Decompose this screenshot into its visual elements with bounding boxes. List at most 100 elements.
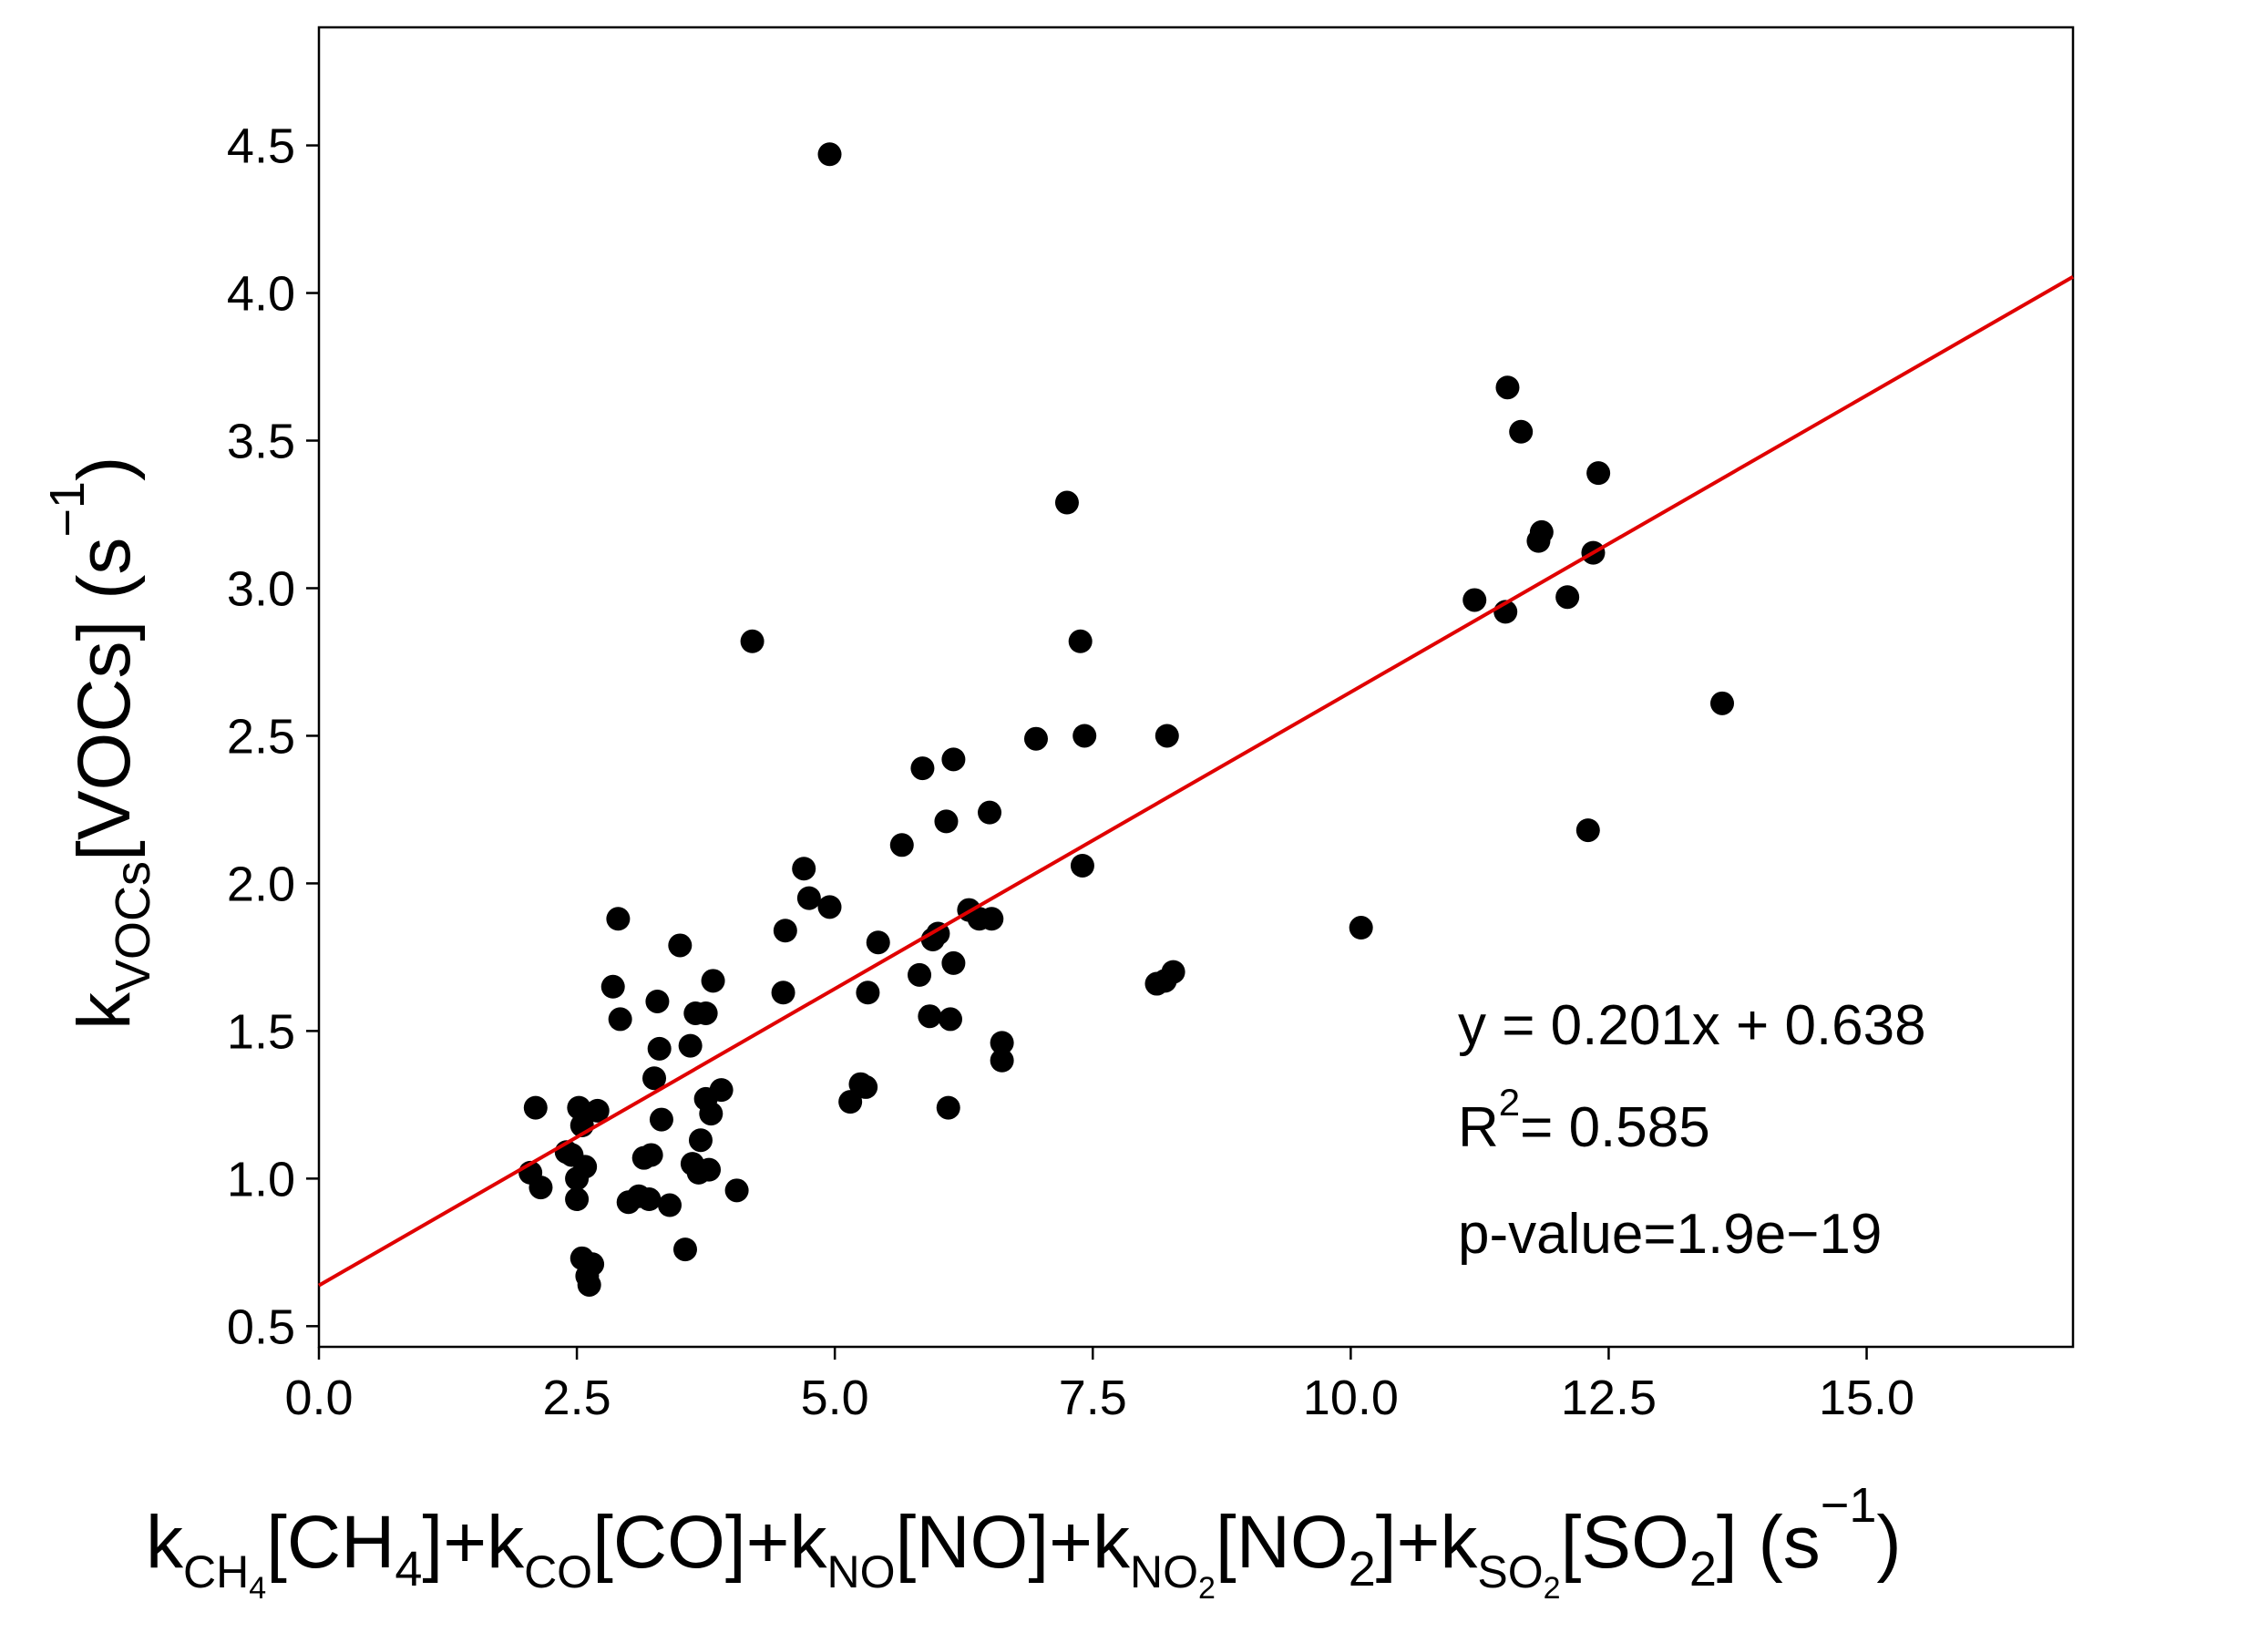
xlabel-no-bracket: [NO]+k: [896, 1501, 1131, 1584]
xlabel-ch4-open: [CH: [266, 1501, 395, 1584]
data-point: [740, 629, 765, 653]
y-tick-label: 3.0: [227, 561, 295, 616]
data-point: [990, 1048, 1014, 1073]
data-point: [639, 1143, 663, 1167]
data-point: [838, 1090, 863, 1114]
xlabel-co-bracket: [CO]+k: [592, 1501, 827, 1584]
data-point: [709, 1078, 734, 1103]
data-point: [637, 1187, 662, 1212]
data-point: [1586, 461, 1611, 486]
ylabel-k: k: [63, 991, 146, 1030]
xlabel-k1: k: [146, 1501, 184, 1584]
y-tick-label: 4.5: [227, 119, 295, 174]
ylabel-sub: VOCs: [106, 861, 160, 992]
x-tick-label: 10.0: [1303, 1371, 1399, 1425]
x-tick-label: 0.0: [284, 1371, 353, 1425]
data-point: [565, 1187, 590, 1212]
data-point: [1529, 519, 1554, 544]
xlabel-unit: ] (s: [1717, 1501, 1821, 1584]
r-squared-prefix: R: [1458, 1096, 1499, 1159]
y-tick-label: 1.5: [227, 1004, 295, 1059]
data-point: [529, 1176, 553, 1200]
data-point: [1462, 588, 1487, 612]
data-point: [724, 1178, 749, 1203]
data-point: [577, 1272, 601, 1297]
data-point: [1555, 585, 1580, 610]
data-point: [567, 1095, 591, 1120]
xlabel-unit-superscript: −1: [1821, 1478, 1877, 1533]
data-point: [1575, 818, 1600, 843]
data-point: [854, 1074, 878, 1099]
data-point: [600, 974, 625, 999]
data-point: [1054, 490, 1079, 515]
data-point: [910, 756, 935, 781]
regression-line: [318, 274, 2074, 1288]
y-tick-label: 3.5: [227, 415, 295, 469]
y-tick-label: 0.5: [227, 1299, 295, 1354]
x-axis-label: kCH4[CH4]+kCO[CO]+kNO[NO]+kNO2[NO2]+kSO2…: [146, 1478, 1902, 1606]
xlabel-no2-bracket-sub: 2: [1349, 1542, 1376, 1597]
xlabel-so2-open: [SO: [1561, 1501, 1689, 1584]
data-point: [580, 1252, 605, 1277]
data-point: [1070, 853, 1094, 878]
r-squared-annotation: R2= 0.585: [1458, 1081, 1710, 1159]
data-point: [701, 969, 725, 993]
data-point: [672, 1237, 697, 1262]
equation-annotation: y = 0.201x + 0.638: [1458, 994, 1926, 1057]
data-point: [642, 1066, 667, 1091]
data-point: [697, 1157, 722, 1182]
data-point: [934, 809, 959, 834]
data-point: [668, 933, 693, 958]
data-point: [936, 1095, 960, 1120]
ylabel-superscript: −1: [40, 481, 95, 538]
xlabel-so2-sub: SO: [1477, 1546, 1543, 1597]
data-point: [773, 919, 797, 943]
r-squared-value: = 0.585: [1520, 1096, 1710, 1159]
data-point: [1068, 629, 1093, 653]
data-point: [688, 1128, 713, 1153]
plot-frame: [317, 26, 2075, 1349]
xlabel-ch4-sub: CH: [183, 1546, 249, 1597]
data-point: [585, 1098, 610, 1123]
x-tick-label: 2.5: [543, 1371, 611, 1425]
data-point: [856, 981, 880, 1005]
data-point: [817, 895, 842, 919]
y-tick-label: 2.0: [227, 857, 295, 911]
r-squared-superscript: 2: [1499, 1081, 1520, 1124]
data-point: [939, 1007, 962, 1032]
data-point: [678, 1033, 703, 1058]
data-point: [908, 962, 932, 987]
data-point: [1072, 724, 1097, 748]
data-point: [941, 950, 966, 975]
xlabel-ch4-close: ]+k: [422, 1501, 525, 1584]
x-tick-label: 15.0: [1819, 1371, 1914, 1425]
x-axis: 0.0 2.5 5.0 7.5 10.0 12.5 15.0: [284, 1347, 1914, 1425]
xlabel-so2-bracket-sub: 2: [1689, 1542, 1717, 1597]
data-point: [1509, 419, 1534, 444]
data-point: [606, 907, 631, 931]
xlabel-co-sub: CO: [524, 1546, 592, 1597]
xlabel-no2-subsub: 2: [1198, 1571, 1216, 1606]
data-point: [649, 1107, 673, 1132]
data-point: [608, 1007, 632, 1032]
data-point: [990, 1031, 1014, 1055]
data-point: [866, 930, 890, 955]
data-point: [771, 981, 795, 1005]
data-point: [1349, 916, 1373, 940]
y-tick-label: 4.0: [227, 267, 295, 322]
x-tick-label: 5.0: [801, 1371, 869, 1425]
xlabel-no2-close: ]+k: [1376, 1501, 1479, 1584]
xlabel-no2-sub: NO: [1130, 1546, 1198, 1597]
y-axis-label: kVOCs[VOCs] (s−1): [40, 457, 160, 1030]
data-point: [658, 1193, 682, 1217]
x-tick-label: 12.5: [1561, 1371, 1657, 1425]
xlabel-ch4-bracket-sub: 4: [395, 1542, 422, 1597]
data-point: [1495, 375, 1520, 400]
data-point: [523, 1095, 548, 1120]
data-point: [918, 1004, 942, 1029]
x-tick-label: 7.5: [1059, 1371, 1127, 1425]
xlabel-no-sub: NO: [827, 1546, 896, 1597]
data-point: [1710, 691, 1734, 715]
xlabel-ch4-subsub: 4: [249, 1571, 266, 1606]
